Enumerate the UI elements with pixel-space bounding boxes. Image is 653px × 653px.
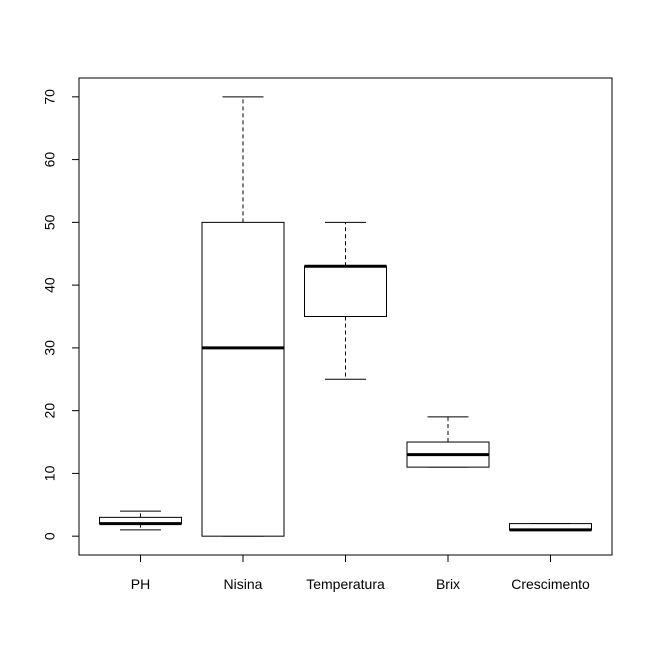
x-tick-label-temperatura: Temperatura bbox=[306, 576, 385, 592]
x-tick-label-crescimento: Crescimento bbox=[511, 576, 590, 592]
x-tick-label-ph: PH bbox=[131, 576, 150, 592]
x-tick-label-nisina: Nisina bbox=[224, 576, 263, 592]
y-tick-label: 50 bbox=[42, 214, 58, 230]
box-temperatura bbox=[304, 265, 387, 317]
y-tick-label: 30 bbox=[42, 340, 58, 356]
y-tick-label: 10 bbox=[42, 465, 58, 481]
y-tick-label: 20 bbox=[42, 403, 58, 419]
y-tick-label: 70 bbox=[42, 89, 58, 105]
y-tick-label: 0 bbox=[42, 532, 58, 540]
x-tick-label-brix: Brix bbox=[436, 576, 460, 592]
y-tick-label: 40 bbox=[42, 277, 58, 293]
box-nisina bbox=[201, 221, 285, 537]
y-tick-label: 60 bbox=[42, 152, 58, 168]
